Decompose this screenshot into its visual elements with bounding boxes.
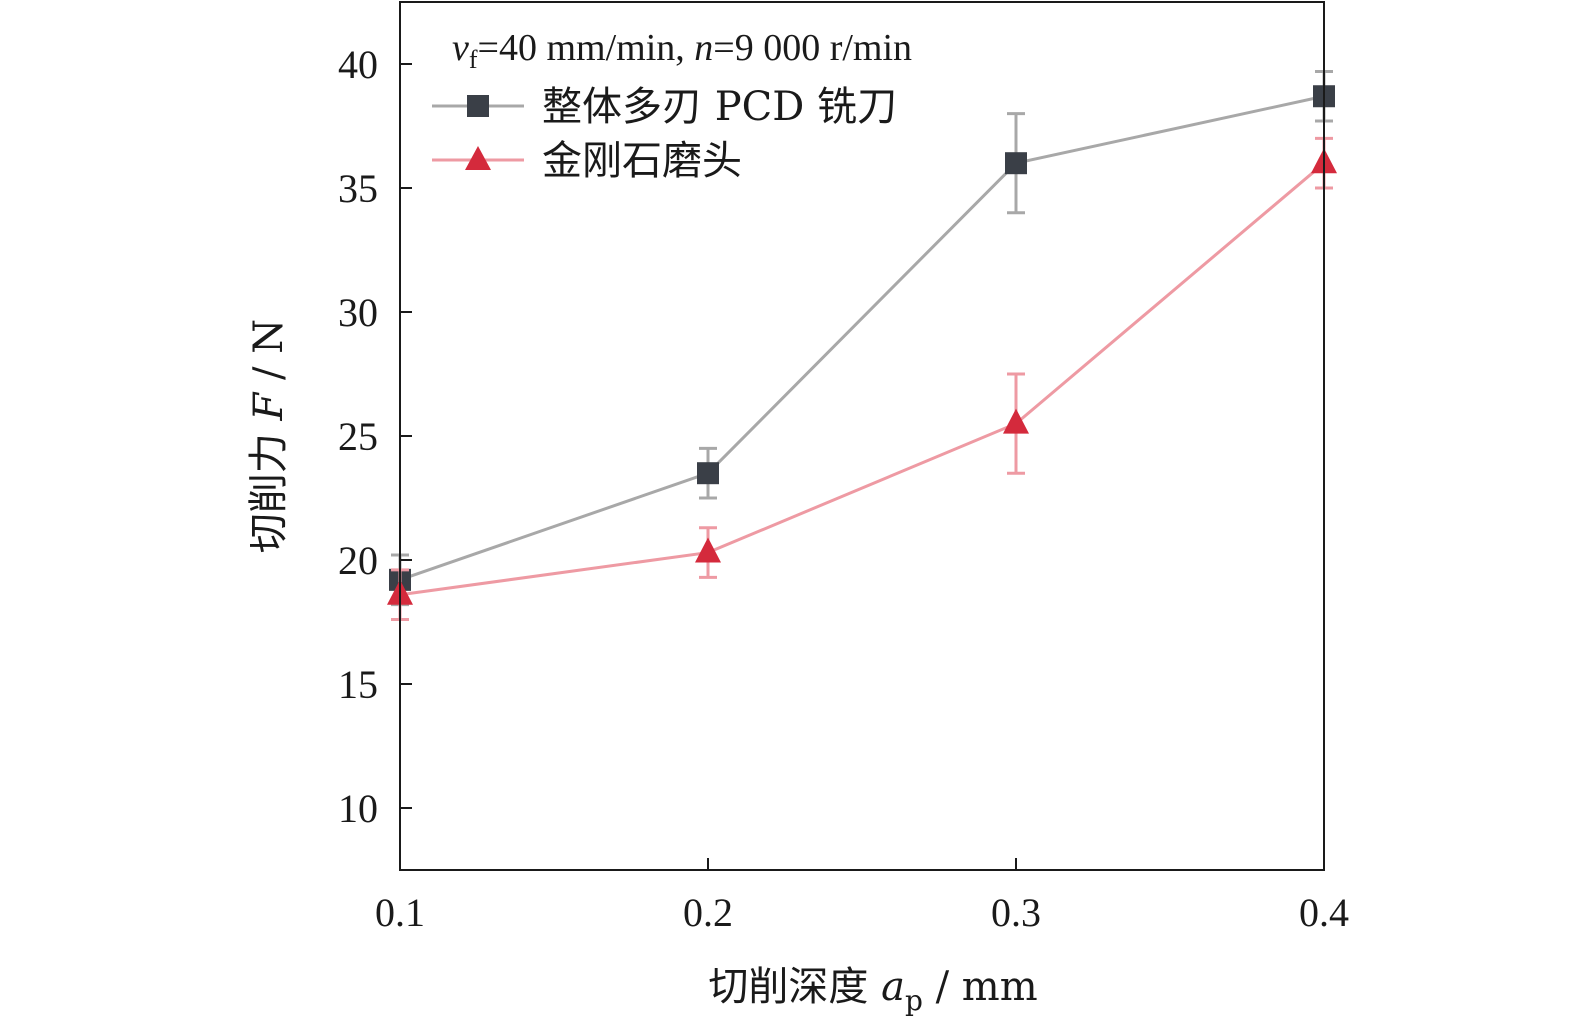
y-tick-label: 15 [338, 662, 378, 707]
y-tick-label: 40 [338, 42, 378, 87]
y-tick-label: 10 [338, 786, 378, 831]
x-axis-title: 切削深度 ap / mm [708, 964, 1037, 1017]
x-tick-label: 0.3 [991, 890, 1041, 935]
y-axis-title: 切削力 F / N [246, 319, 292, 553]
series-pcd [389, 69, 1335, 607]
x-tick-label: 0.2 [683, 890, 733, 935]
y-tick-label: 20 [338, 538, 378, 583]
legend-marker-diamond [465, 146, 491, 170]
data-point [1005, 152, 1027, 175]
series-line [399, 162, 1325, 597]
legend: 整体多刃 PCD 铣刀 金刚石磨头 [432, 84, 897, 184]
legend-label-diamond: 金刚石磨头 [542, 138, 742, 184]
y-tick-label: 25 [338, 414, 378, 459]
data-point [695, 537, 721, 563]
series-diamond [387, 136, 1337, 622]
legend-label-pcd: 整体多刃 PCD 铣刀 [542, 84, 897, 130]
series-line [399, 94, 1325, 582]
x-tick-label: 0.1 [375, 890, 425, 935]
condition-label: vf=40 mm/min, n=9 000 r/min [452, 27, 912, 74]
series-layer [387, 69, 1337, 622]
legend-marker-pcd [467, 95, 489, 117]
y-tick-label: 35 [338, 166, 378, 211]
plot-frame [399, 1, 1325, 871]
data-point [697, 462, 719, 485]
x-tick-label: 0.4 [1299, 890, 1349, 935]
data-point [1003, 408, 1029, 434]
ticks: 10 15 20 25 30 35 40 0.1 0.2 0.3 0.4 [338, 42, 1349, 935]
y-tick-label: 30 [338, 290, 378, 335]
